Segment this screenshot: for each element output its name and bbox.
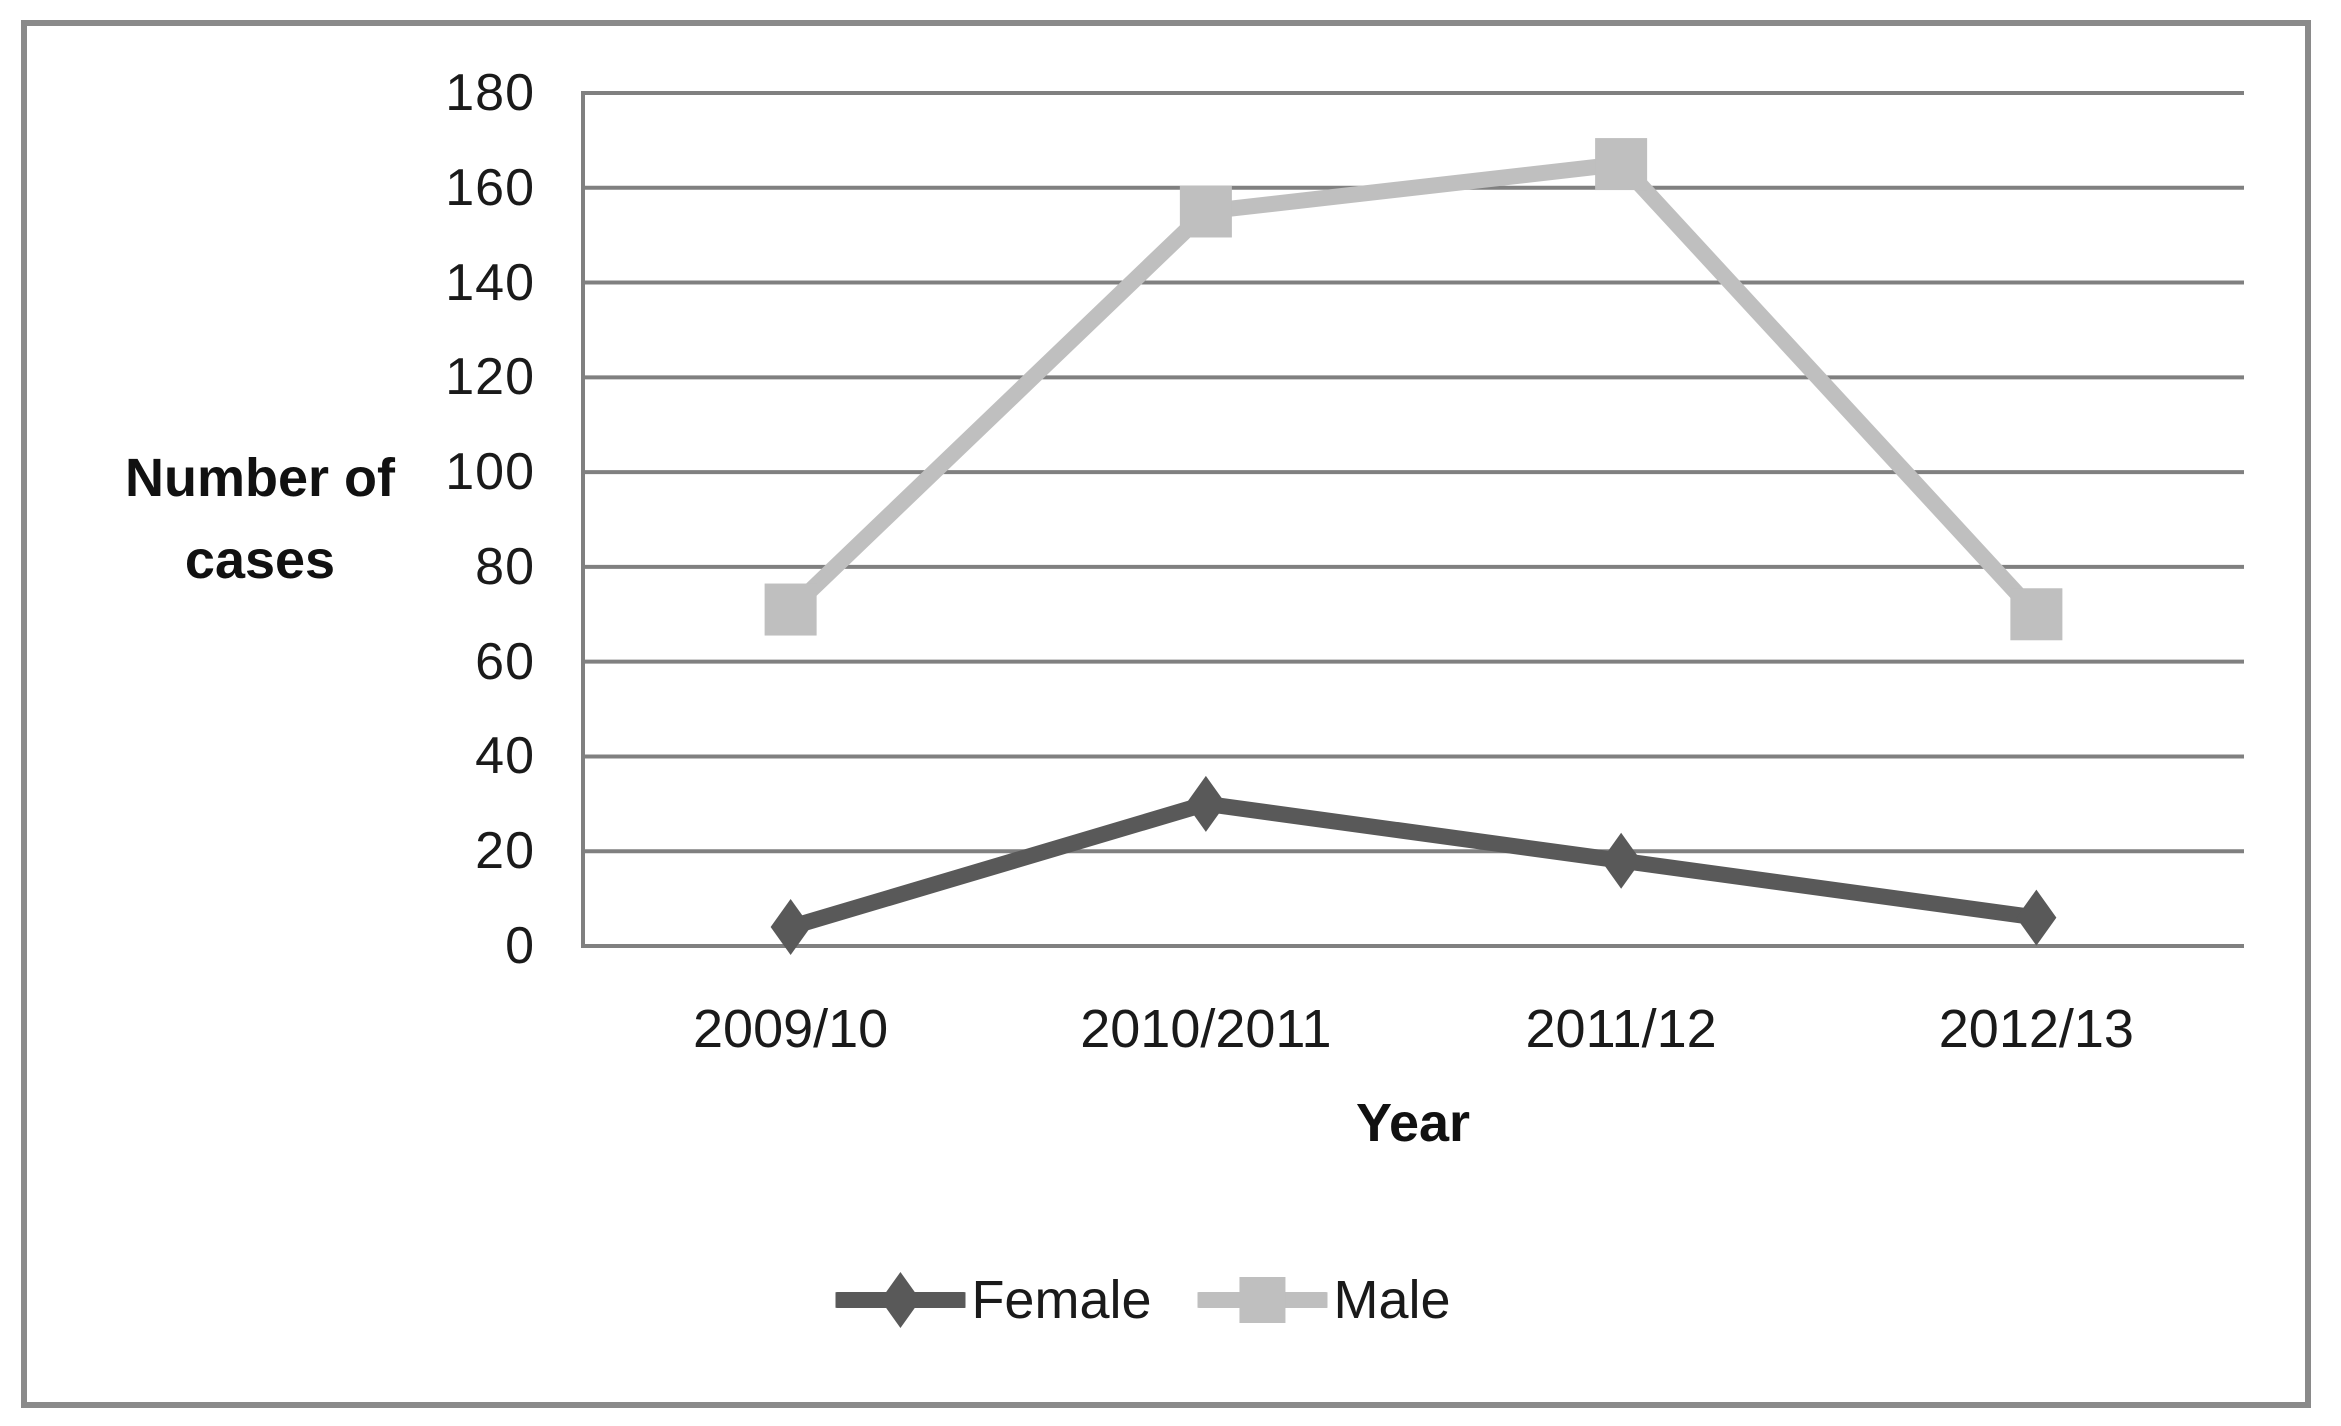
y-axis-title-line2: cases: [184, 530, 336, 590]
y-axis-title: Number of cases: [60, 437, 460, 601]
y-tick-label-160: 160: [445, 158, 535, 217]
y-tick-label-180: 180: [445, 64, 535, 122]
data-point-male-2009/10: [764, 583, 817, 636]
data-point-female-2011/12: [1601, 832, 1642, 889]
y-tick-label-80: 80: [475, 537, 535, 596]
legend-label-male: Male: [1333, 1270, 1451, 1330]
chart-legend: Female Male: [835, 1260, 1451, 1340]
x-tick-label-2010/2011: 2010/2011: [1080, 999, 1332, 1059]
x-axis-title: Year: [1355, 1093, 1471, 1153]
data-point-male-2012/13: [2010, 588, 2063, 641]
legend-item-male: Male: [1197, 1260, 1451, 1340]
x-tick-label-2012/13: 2012/13: [1938, 999, 2134, 1059]
data-point-female-2010/2011: [1185, 775, 1226, 832]
figure-border: [21, 20, 2311, 1408]
legend-marker-diamond-icon: [835, 1272, 966, 1328]
y-axis-title-line1: Number of: [125, 448, 395, 508]
series-line-male: [782, 156, 2045, 623]
series-line-female: [782, 795, 2045, 936]
legend-marker-square-icon: [1197, 1277, 1328, 1323]
legend-item-female: Female: [835, 1260, 1152, 1340]
data-point-male-2011/12: [1595, 138, 1648, 191]
x-tick-label-2011/12: 2011/12: [1525, 999, 1717, 1059]
y-tick-label-40: 40: [475, 727, 535, 786]
data-point-male-2010/2011: [1179, 185, 1232, 238]
y-tick-label-120: 120: [445, 348, 535, 407]
y-tick-label-140: 140: [445, 253, 535, 312]
y-tick-label-100: 100: [445, 443, 535, 502]
legend-label-female: Female: [971, 1270, 1152, 1330]
data-point-female-2012/13: [2016, 889, 2057, 946]
y-tick-label-60: 60: [475, 632, 535, 691]
y-tick-label-20: 20: [475, 822, 535, 881]
y-tick-label-0: 0: [505, 917, 535, 975]
x-tick-label-2009/10: 2009/10: [693, 999, 889, 1059]
data-point-female-2009/10: [770, 899, 811, 956]
